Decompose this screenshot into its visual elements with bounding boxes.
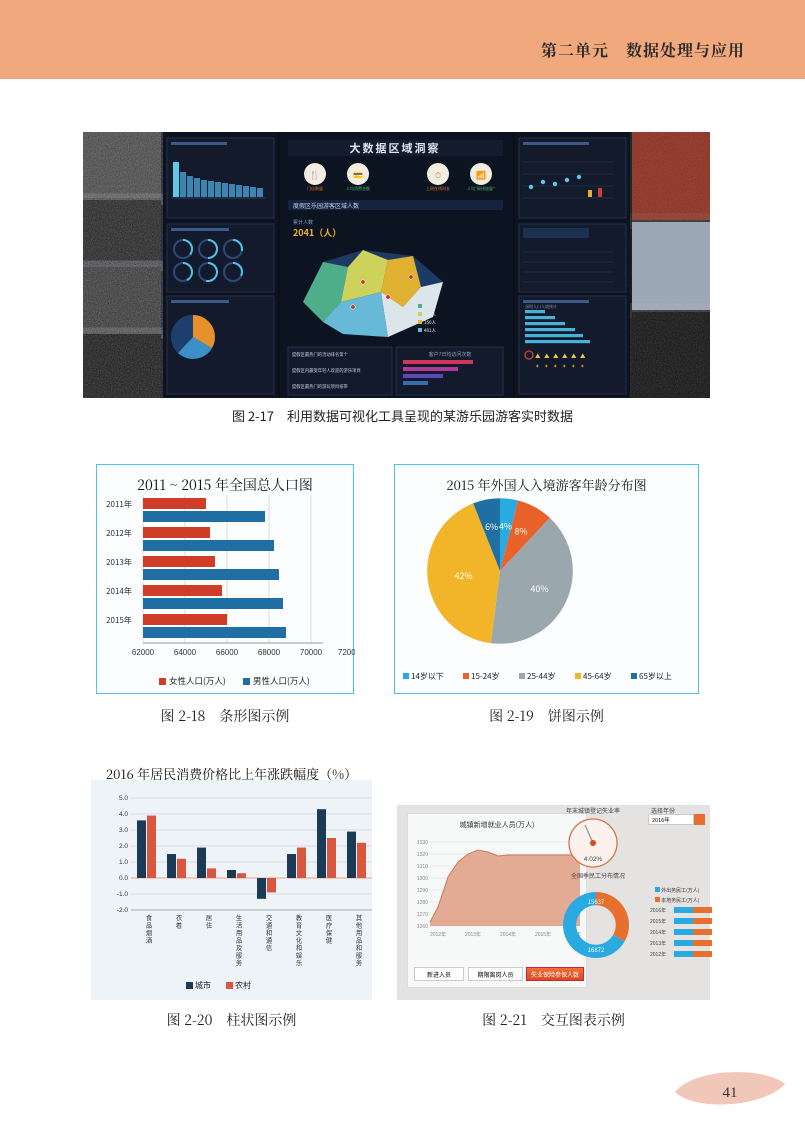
svg-text:42%: 42% [455,569,473,582]
svg-text:生活用品及服务: 生活用品及服务 [236,913,243,967]
svg-text:2015年: 2015年 [106,615,132,626]
svg-text:-2.0: -2.0 [117,907,129,914]
svg-text:66000: 66000 [216,648,239,657]
svg-text:64000: 64000 [174,648,197,657]
svg-text:农村: 农村 [235,980,251,991]
svg-text:1300: 1300 [417,876,428,882]
svg-text:女性人口(万人): 女性人口(万人) [169,675,226,687]
svg-text:客户7日均访问次数: 客户7日均访问次数 [429,351,472,358]
svg-text:1.0: 1.0 [119,859,128,866]
svg-text:✦: ✦ [571,362,576,370]
svg-text:1310: 1310 [417,864,428,870]
svg-text:2013年: 2013年 [106,557,132,568]
svg-text:人均消费金额: 人均消费金额 [346,185,370,192]
svg-text:衣着: 衣着 [176,913,183,930]
svg-text:交通和通信: 交通和通信 [266,913,273,952]
svg-text:3.0: 3.0 [119,827,128,834]
svg-text:45-64岁: 45-64岁 [583,671,612,682]
svg-text:男性人口(万人): 男性人口(万人) [253,675,310,687]
svg-text:居住: 居住 [206,913,213,930]
svg-text:✦: ✦ [562,362,567,370]
svg-text:5.0: 5.0 [119,795,128,802]
svg-text:医疗保健: 医疗保健 [326,913,333,945]
svg-text:上网在线时长: 上网在线时长 [426,185,450,192]
svg-text:2.0: 2.0 [119,843,128,850]
svg-text:62000: 62000 [132,648,155,657]
svg-text:130人: 130人 [424,312,436,318]
svg-text:2015年: 2015年 [650,918,666,925]
svg-text:4.02%: 4.02% [584,856,603,863]
svg-text:2011年: 2011年 [106,499,132,510]
svg-text:6%: 6% [485,520,498,533]
svg-text:2014年: 2014年 [650,929,666,936]
svg-text:食品烟酒: 食品烟酒 [146,913,153,945]
svg-text:2012年: 2012年 [430,931,446,938]
svg-text:2014年: 2014年 [500,931,516,938]
svg-text:✦: ✦ [535,362,540,370]
svg-text:大数据区域洞察: 大数据区域洞察 [350,140,441,156]
svg-text:481人: 481人 [424,328,436,334]
svg-text:2012年: 2012年 [106,528,132,539]
svg-text:度假区乐园游客区域人数: 度假区乐园游客区域人数 [293,201,359,210]
svg-text:深圳人口入境统计: 深圳人口入境统计 [525,303,557,310]
svg-text:2015年: 2015年 [535,931,551,938]
svg-text:1290: 1290 [417,888,428,894]
svg-text:▲: ▲ [562,352,568,360]
svg-text:4%: 4% [499,519,512,532]
svg-text:1330: 1330 [417,840,428,846]
svg-text:城市: 城市 [195,980,211,991]
svg-text:15637: 15637 [588,897,605,906]
svg-text:2013年: 2013年 [465,931,481,938]
svg-text:-1.0: -1.0 [117,891,129,898]
svg-text:2016年: 2016年 [650,907,666,914]
svg-text:💳: 💳 [353,170,363,181]
svg-text:度假区内最受年轻人欢迎的游乐项目: 度假区内最受年轻人欢迎的游乐项目 [292,367,361,374]
svg-text:41: 41 [723,1085,738,1101]
svg-text:累计人数: 累计人数 [293,219,313,226]
svg-text:📶: 📶 [476,170,486,181]
svg-text:68000: 68000 [258,648,281,657]
svg-text:8%: 8% [515,525,528,538]
svg-text:0.0: 0.0 [119,875,128,882]
svg-text:✦: ✦ [580,362,585,370]
svg-text:16872: 16872 [588,945,605,954]
svg-text:170人: 170人 [424,304,436,310]
svg-text:▲: ▲ [544,352,550,360]
svg-text:▲: ▲ [571,352,577,360]
svg-text:1320: 1320 [417,852,428,858]
svg-text:人均"碳排放量": 人均"碳排放量" [467,185,495,192]
svg-text:15-24岁: 15-24岁 [471,671,500,682]
svg-text:70000: 70000 [300,648,323,657]
svg-text:40%: 40% [531,582,549,595]
svg-text:14岁以下: 14岁以下 [411,671,444,682]
svg-text:4.0: 4.0 [119,811,128,818]
svg-text:1260: 1260 [417,924,428,930]
svg-text:▲: ▲ [580,352,586,360]
svg-text:150人: 150人 [424,320,436,326]
svg-text:▲: ▲ [535,352,541,360]
svg-text:2014年: 2014年 [106,586,132,597]
svg-text:门店数量: 门店数量 [307,185,323,192]
svg-text:25-44岁: 25-44岁 [527,671,556,682]
svg-text:1270: 1270 [417,912,428,918]
svg-text:✦: ✦ [544,362,549,370]
svg-text:其他用品和服务: 其他用品和服务 [356,913,363,967]
svg-text:▲: ▲ [553,352,559,360]
svg-text:2013年: 2013年 [650,940,666,947]
svg-text:65岁以上: 65岁以上 [639,671,672,682]
svg-text:🍴: 🍴 [309,168,320,181]
svg-text:教育文化和娱乐: 教育文化和娱乐 [296,913,303,967]
svg-text:2012年: 2012年 [650,951,666,958]
svg-text:72000: 72000 [338,648,355,657]
svg-text:⏱: ⏱ [435,170,441,181]
svg-text:2041（人）: 2041（人） [293,226,341,239]
svg-text:度假区最热门的活动排名第个: 度假区最热门的活动排名第个 [292,351,349,358]
svg-text:度假区最热门的游玩项目排带: 度假区最热门的游玩项目排带 [292,383,349,390]
svg-text:✦: ✦ [553,362,558,370]
svg-text:1280: 1280 [417,900,428,906]
